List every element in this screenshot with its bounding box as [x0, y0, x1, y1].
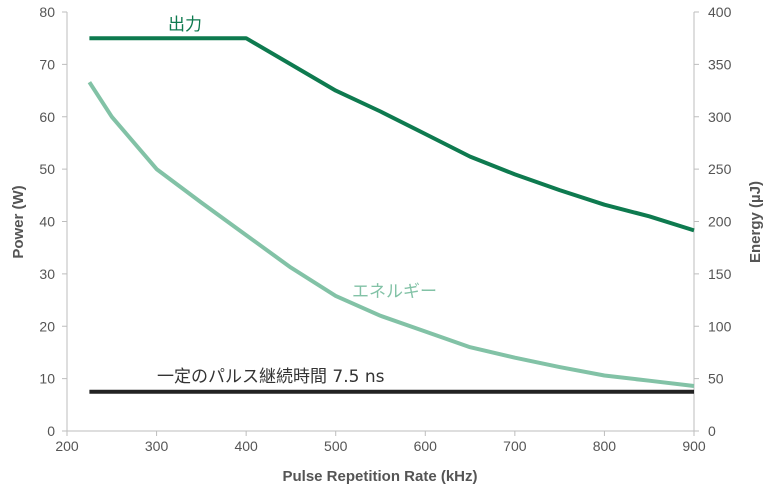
y-tick-label: 40 — [39, 214, 55, 230]
y2-tick-label: 400 — [708, 4, 732, 20]
y-tick-label: 30 — [39, 266, 55, 282]
energy-series-label: エネルギー — [352, 282, 437, 302]
y-tick-label: 60 — [39, 109, 55, 125]
y2-axis-title: Energy (µJ) — [747, 181, 764, 263]
y2-tick-label: 150 — [708, 266, 732, 282]
y-tick-label: 20 — [39, 318, 55, 334]
x-tick-label: 300 — [145, 438, 169, 454]
y2-tick-label: 300 — [708, 109, 732, 125]
y-tick-label: 50 — [39, 161, 55, 177]
x-axis-title: Pulse Repetition Rate (kHz) — [282, 468, 477, 485]
y2-tick-label: 250 — [708, 161, 732, 177]
x-tick-label: 600 — [414, 438, 438, 454]
energy-series-line — [87, 81, 695, 388]
pulse-duration-label: 一定のパルス継続時間 7.5 ns — [157, 367, 385, 387]
power-series-label: 出力 — [168, 15, 202, 35]
series-lines — [87, 36, 695, 394]
y-tick-label: 10 — [39, 371, 55, 387]
y2-tick-label: 200 — [708, 214, 732, 230]
x-tick-label: 200 — [55, 438, 79, 454]
x-tick-label: 700 — [503, 438, 527, 454]
y-tick-label: 70 — [39, 56, 55, 72]
y2-tick-label: 50 — [708, 371, 724, 387]
tick-labels: 200 300 400 500 600 700 800 9000102030405060708… — [39, 4, 731, 454]
axes — [62, 11, 699, 436]
y2-tick-label: 100 — [708, 318, 732, 334]
power-series-line — [89, 36, 695, 233]
x-tick-label: 500 — [324, 438, 348, 454]
y-axis-title: Power (W) — [10, 185, 27, 258]
y-tick-label: 80 — [39, 4, 55, 20]
y-tick-label: 0 — [47, 423, 55, 439]
x-tick-label: 900 — [682, 438, 706, 454]
x-tick-label: 400 — [234, 438, 258, 454]
y2-tick-label: 0 — [708, 423, 716, 439]
y2-tick-label: 350 — [708, 56, 732, 72]
x-tick-label: 800 — [593, 438, 617, 454]
